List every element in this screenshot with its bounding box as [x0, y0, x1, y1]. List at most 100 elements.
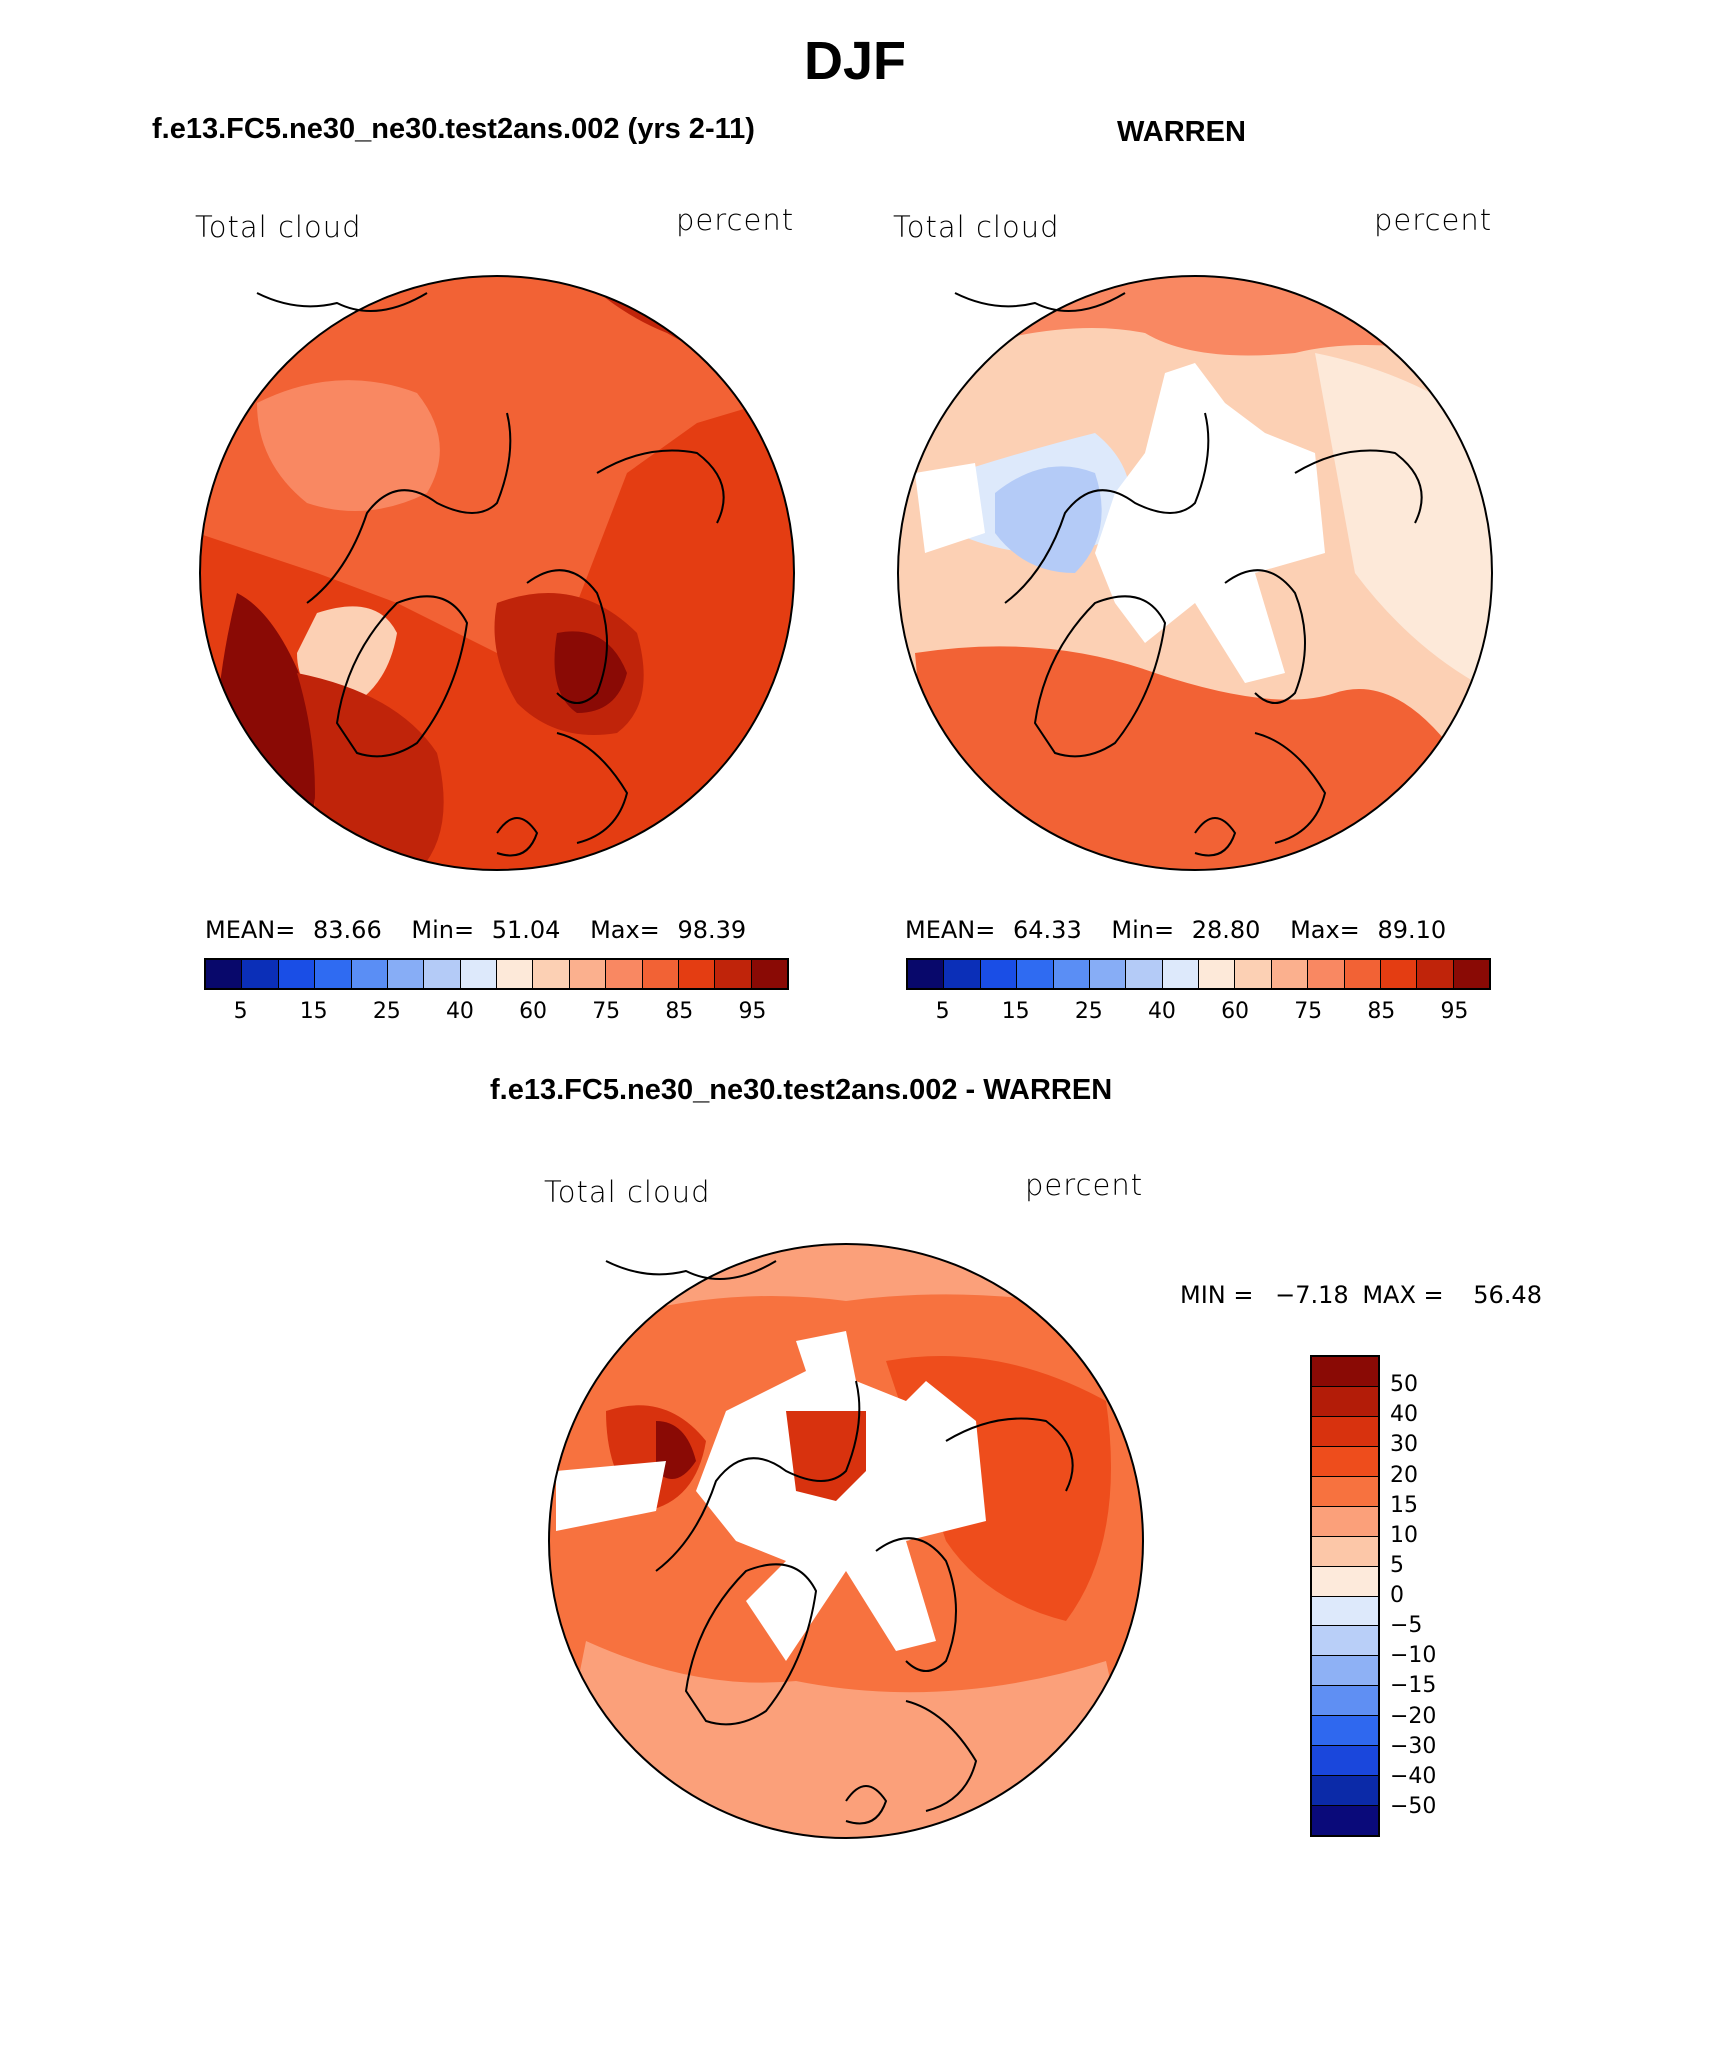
right-min-value: 28.80	[1191, 916, 1261, 944]
colorbar-swatch	[1312, 1446, 1378, 1477]
colorbar-swatch	[1312, 1686, 1378, 1717]
map2-field-missing	[1095, 363, 1325, 683]
colorbar-tick-label: −5	[1390, 1613, 1423, 1639]
colorbar-tick-label: 95	[738, 999, 767, 1024]
left-max-label: Max=	[590, 916, 660, 944]
left-mean-label: MEAN=	[205, 916, 296, 944]
colorbar-swatch	[715, 960, 752, 988]
map2-field-missing-w	[915, 463, 985, 553]
colorbar-tick-label: 75	[592, 999, 621, 1024]
colorbar-swatch	[1312, 1506, 1378, 1537]
colorbar-tick-label: 5	[233, 999, 248, 1024]
colorbar-tick-label: 60	[519, 999, 548, 1024]
colorbar-tick-label: 0	[1390, 1583, 1404, 1608]
map3-border	[548, 1243, 1144, 1839]
map2-field-blue-arctic	[995, 466, 1102, 573]
colorbar-swatch	[1312, 1806, 1378, 1835]
page-title: DJF	[803, 31, 906, 91]
colorbar-tick-label: 85	[1367, 999, 1396, 1024]
colorbar-swatch	[606, 960, 643, 988]
colorbar-tick-label: −10	[1390, 1643, 1437, 1669]
colorbar-tick-label: 20	[1390, 1462, 1418, 1488]
map2-field-pale-e	[1315, 353, 1492, 693]
colorbar-tick-label: 10	[1390, 1522, 1418, 1548]
map1-coastlines	[256, 292, 725, 857]
bottom-colorbar	[1310, 1355, 1380, 1837]
map3-field-pale-s	[549, 1641, 1143, 1838]
colorbar-swatch	[1053, 960, 1090, 988]
map1-field-darkest	[554, 631, 627, 713]
colorbar-swatch	[1312, 1536, 1378, 1567]
colorbar-swatch	[1312, 1476, 1378, 1507]
colorbar-swatch	[497, 960, 534, 988]
colorbar-tick-label: 40	[1390, 1402, 1418, 1428]
left-panel-title: f.e13.FC5.ne30_ne30.test2ans.002 (yrs 2-…	[152, 113, 755, 145]
colorbar-swatch	[1312, 1626, 1378, 1657]
colorbar-tick-label: −20	[1390, 1703, 1437, 1729]
bottom-min-label: MIN =	[1180, 1281, 1254, 1309]
colorbar-swatch	[1312, 1746, 1378, 1777]
right-min-label: Min=	[1111, 916, 1175, 944]
colorbar-swatch	[1312, 1386, 1378, 1417]
right-mean-value: 64.33	[1013, 916, 1082, 944]
left-stats: MEAN= 83.66 Min= 51.04 Max= 98.39	[205, 916, 746, 944]
right-mean-label: MEAN=	[905, 916, 996, 944]
colorbar-swatch	[980, 960, 1018, 988]
left-max-value: 98.39	[677, 916, 747, 944]
colorbar-tick-label: 15	[1001, 999, 1030, 1024]
map3-field-darkest-w	[656, 1421, 696, 1479]
colorbar-tick-label: 40	[445, 999, 474, 1024]
colorbar-swatch	[1017, 960, 1054, 988]
colorbar-swatch	[1089, 960, 1127, 988]
right-variable-label: Total cloud	[893, 210, 1060, 244]
colorbar-tick-label: 60	[1221, 999, 1250, 1024]
colorbar-tick-label: 5	[1390, 1552, 1404, 1578]
colorbar-swatch	[460, 960, 497, 988]
left-colorbar-ticks: 5 15 25 40 60 75 85 95	[204, 999, 789, 1029]
colorbar-swatch	[1162, 960, 1199, 988]
bottom-variable-label: Total cloud	[544, 1175, 711, 1209]
bottom-map	[548, 1243, 1144, 1839]
colorbar-swatch	[1235, 960, 1272, 988]
bottom-panel-title: f.e13.FC5.ne30_ne30.test2ans.002 - WARRE…	[490, 1074, 1113, 1106]
colorbar-tick-label: 95	[1440, 999, 1469, 1024]
colorbar-tick-label: 5	[935, 999, 950, 1024]
colorbar-swatch	[1308, 960, 1345, 988]
colorbar-swatch	[351, 960, 388, 988]
map3-field-missing-w	[556, 1461, 666, 1531]
map2-field-red-s	[915, 646, 1455, 870]
colorbar-swatch	[1271, 960, 1309, 988]
colorbar-tick-label: 40	[1147, 999, 1176, 1024]
colorbar-swatch	[642, 960, 679, 988]
right-map	[897, 275, 1493, 871]
colorbar-swatch	[1312, 1776, 1378, 1807]
colorbar-tick-label: 50	[1390, 1372, 1418, 1398]
colorbar-swatch	[569, 960, 607, 988]
colorbar-swatch	[206, 960, 243, 988]
colorbar-swatch	[1126, 960, 1163, 988]
bottom-stats: MIN = −7.18 MAX = 56.48	[1180, 1281, 1542, 1309]
colorbar-swatch	[1312, 1416, 1378, 1447]
colorbar-tick-label: −40	[1390, 1763, 1437, 1789]
right-units-label: percent	[1374, 203, 1493, 237]
colorbar-swatch	[533, 960, 570, 988]
bottom-min-value: −7.18	[1275, 1281, 1349, 1309]
map3-pole-hole	[829, 1529, 857, 1557]
colorbar-swatch	[1312, 1596, 1378, 1627]
colorbar-swatch	[1312, 1566, 1378, 1597]
colorbar-swatch	[1312, 1656, 1378, 1687]
right-colorbar-ticks: 5 15 25 40 60 75 85 95	[906, 999, 1491, 1029]
colorbar-swatch	[1453, 960, 1489, 988]
colorbar-swatch	[1312, 1716, 1378, 1747]
colorbar-swatch	[944, 960, 981, 988]
colorbar-tick-label: −50	[1390, 1793, 1437, 1819]
map2-coastlines	[954, 292, 1423, 857]
colorbar-swatch	[424, 960, 461, 988]
colorbar-swatch	[242, 960, 279, 988]
right-max-label: Max=	[1290, 916, 1360, 944]
left-min-value: 51.04	[491, 916, 561, 944]
left-variable-label: Total cloud	[195, 210, 362, 244]
colorbar-tick-label: 85	[665, 999, 694, 1024]
colorbar-swatch	[278, 960, 316, 988]
map2-border	[897, 275, 1493, 871]
